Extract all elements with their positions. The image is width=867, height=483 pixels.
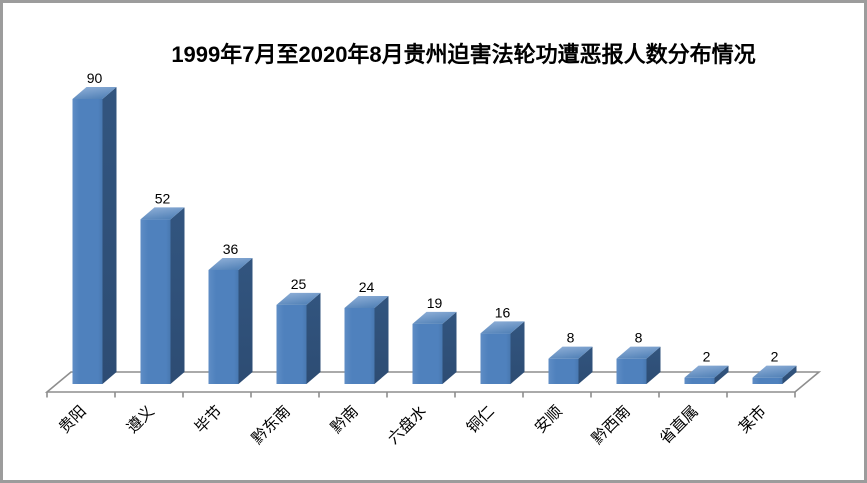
bar-front-face — [548, 358, 579, 384]
bar-top-face — [276, 292, 321, 305]
category-labels-layer: 贵阳 遵义 毕节 黔东南 黔南 六盘水 铜仁 安顺 黔西南 省直属 某市 — [55, 401, 770, 448]
category-axis-label: 某市 — [735, 402, 770, 437]
bar-side-face — [238, 258, 253, 384]
bar-3d — [140, 207, 185, 384]
bar-top-face — [412, 311, 457, 324]
bar-side-face — [102, 87, 117, 384]
bar-side-face — [714, 365, 729, 384]
bar-value-label: 8 — [567, 330, 575, 346]
category-axis-label: 黔西南 — [588, 402, 634, 448]
bar-value-label: 19 — [427, 295, 443, 311]
bar-value-label: 36 — [223, 241, 239, 257]
chart-title: 1999年7月至2020年8月贵州迫害法轮功遭恶报人数分布情况 — [171, 42, 756, 67]
bar-front-face — [752, 377, 783, 384]
bar-3d — [208, 258, 253, 384]
bar-side-face — [170, 207, 185, 384]
category-axis-label: 铜仁 — [463, 402, 498, 437]
bar-front-face — [140, 219, 171, 384]
tick-layer — [46, 392, 796, 398]
bar-side-face — [442, 311, 457, 384]
value-labels-layer: 90 52 36 25 24 19 16 8 8 2 2 — [87, 70, 779, 365]
category-axis-label: 省直属 — [656, 402, 702, 448]
bar-side-face — [782, 365, 797, 384]
bar-3d — [412, 311, 457, 384]
bar-top-face — [140, 207, 185, 220]
bar-side-face — [306, 292, 321, 384]
bar-top-face — [684, 365, 729, 378]
bar-side-face — [374, 296, 389, 384]
category-axis-label: 黔南 — [327, 402, 362, 437]
bar-value-label: 52 — [155, 190, 171, 206]
bar-3d — [276, 292, 321, 384]
bar-front-face — [616, 358, 647, 384]
bar-3d — [684, 365, 729, 384]
category-axis-label: 毕节 — [191, 402, 226, 437]
bar-front-face — [276, 304, 307, 384]
bar-top-face — [208, 258, 253, 270]
category-axis-label: 贵阳 — [55, 402, 90, 437]
bar-3d — [344, 296, 389, 384]
bar-value-label: 16 — [495, 304, 511, 320]
bar-front-face — [344, 308, 375, 384]
category-axis-label: 遵义 — [123, 402, 158, 437]
bar-front-face — [208, 270, 239, 384]
bar-front-face — [480, 333, 511, 384]
bar-top-face — [752, 365, 797, 378]
category-axis-label: 黔东南 — [248, 402, 294, 448]
bar-value-label: 2 — [703, 349, 711, 365]
bar-value-label: 90 — [87, 70, 103, 86]
bar-side-face — [578, 346, 593, 384]
bar-value-label: 25 — [291, 276, 307, 292]
bar-side-face — [646, 346, 661, 384]
bar-value-label: 2 — [771, 349, 779, 365]
bar-top-face — [480, 321, 525, 334]
bar-top-face — [72, 87, 117, 99]
category-axis-label: 六盘水 — [384, 401, 431, 448]
bar-top-face — [616, 346, 661, 359]
bar-top-face — [344, 296, 389, 308]
bar-front-face — [684, 377, 715, 384]
bar-3d — [616, 346, 661, 384]
bar-3d — [752, 365, 797, 384]
category-axis-label: 安顺 — [531, 402, 566, 437]
bar-top-face — [548, 346, 593, 359]
bars-layer — [72, 87, 797, 384]
bar-3d — [72, 87, 117, 384]
bar-side-face — [510, 321, 525, 384]
bar-value-label: 24 — [359, 279, 375, 295]
bar-3d — [480, 321, 525, 384]
bar-value-label: 8 — [635, 330, 643, 346]
bar-front-face — [412, 323, 443, 384]
bar-front-face — [72, 99, 103, 384]
bar-3d — [548, 346, 593, 384]
